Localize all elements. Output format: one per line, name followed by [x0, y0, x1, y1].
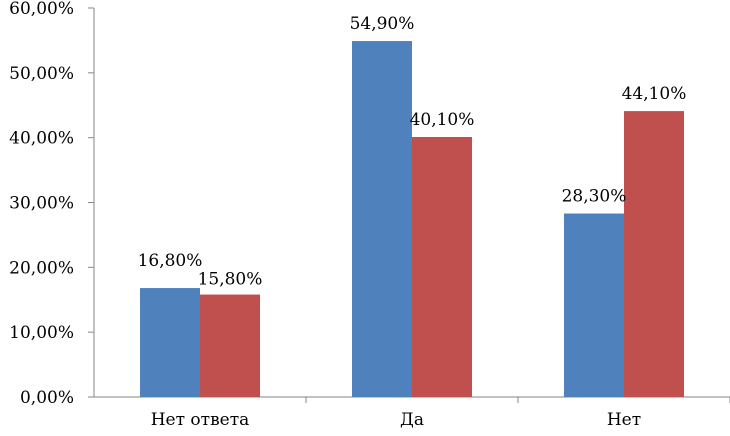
bar-series-1	[352, 41, 412, 397]
y-tick-label: 10,00%	[9, 323, 74, 343]
bar-series-2	[200, 294, 260, 397]
data-label-series-2: 40,10%	[410, 110, 475, 130]
y-axis-ticks: 0,00% 10,00% 20,00% 30,00% 40,00% 50,00% 60,00…	[9, 0, 94, 408]
bar-series-1	[140, 288, 200, 397]
y-tick-label: 30,00%	[9, 194, 74, 214]
data-labels: 16,80%15,80% 54,90% 40,10% 28,30% 44,10%	[138, 14, 687, 289]
data-label-series-1: 16,80%	[138, 251, 203, 271]
bars	[140, 41, 684, 398]
data-label-series-2: 44,10%	[622, 84, 687, 104]
data-label-series-1: 28,30%	[562, 187, 627, 207]
x-category-label: Нет	[607, 410, 641, 430]
y-tick-label: 50,00%	[9, 64, 74, 84]
y-tick-label: 60,00%	[9, 0, 74, 19]
data-label-series-1: 54,90%	[350, 14, 415, 34]
bar-series-1	[564, 213, 624, 397]
data-label-series-2: 15,80%	[198, 270, 263, 290]
bar-series-2	[412, 137, 472, 398]
y-tick-label: 40,00%	[9, 129, 74, 149]
y-tick-label: 20,00%	[9, 258, 74, 278]
y-tick-label: 0,00%	[20, 388, 74, 408]
bar-series-2	[624, 111, 684, 398]
x-category-label: Нет ответа	[151, 410, 250, 430]
x-axis-ticks: Нет ответа Да Нет	[151, 397, 730, 430]
x-category-label: Да	[400, 410, 424, 430]
